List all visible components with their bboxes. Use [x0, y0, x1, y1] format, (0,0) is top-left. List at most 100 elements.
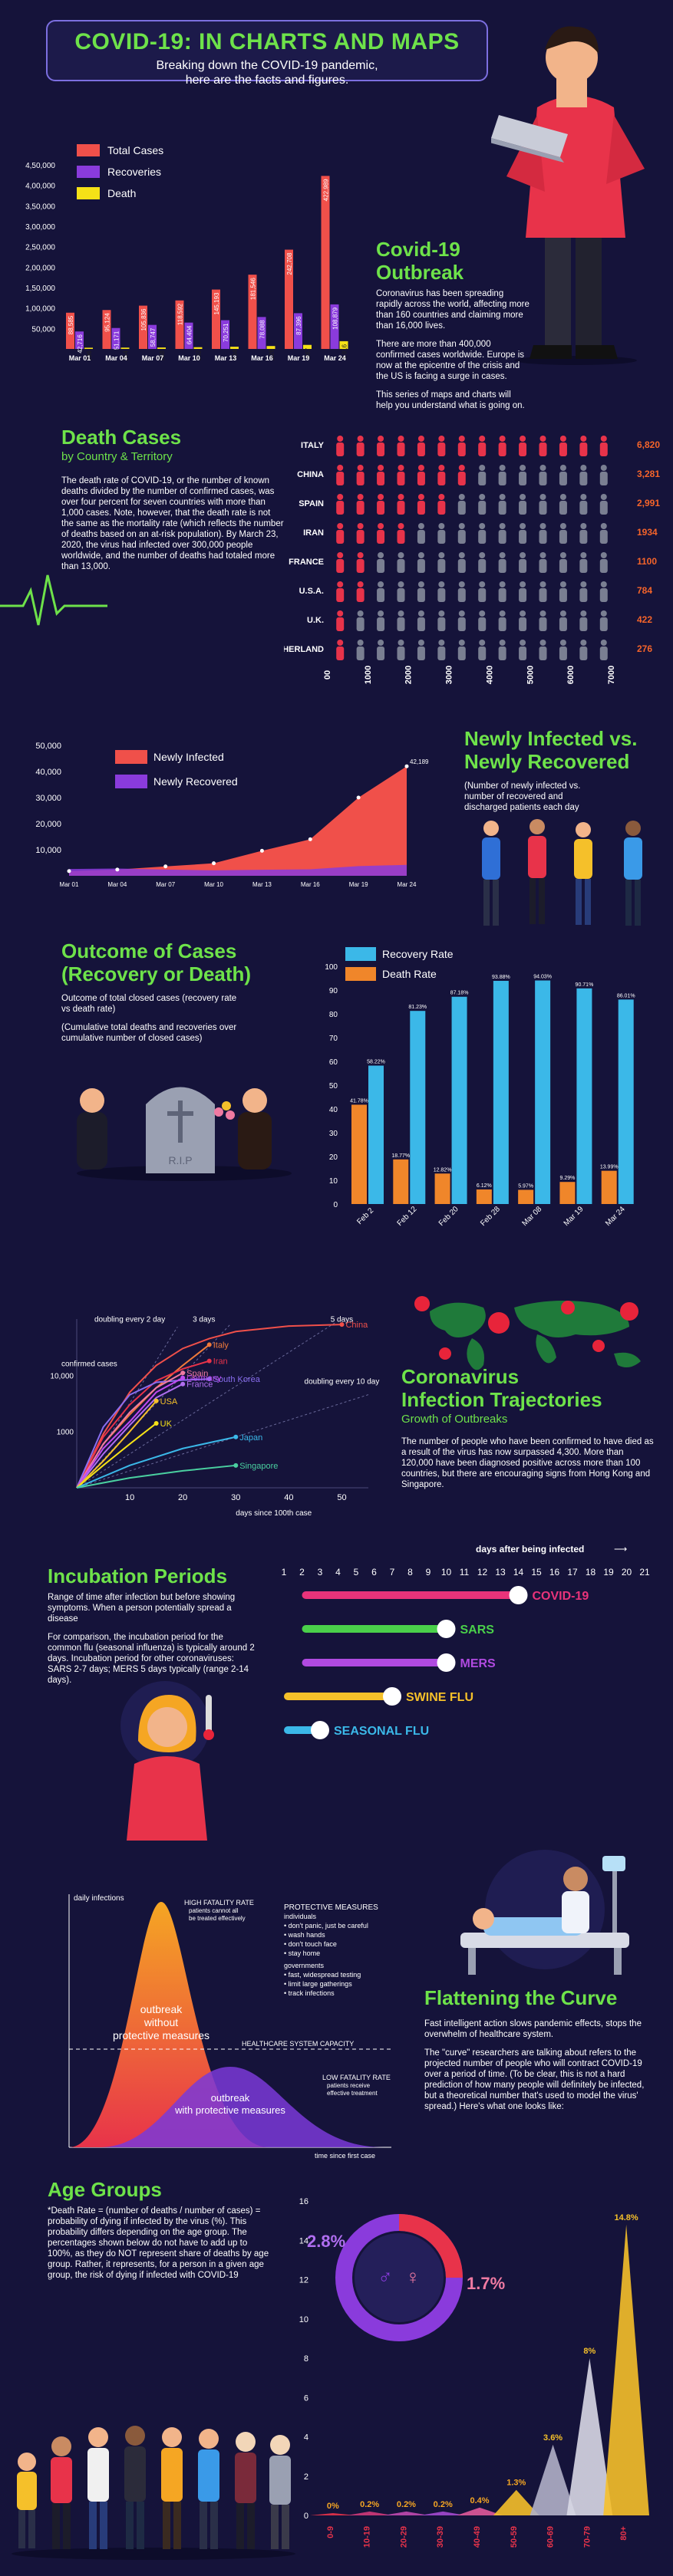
x-tick-label: 17 — [567, 1567, 578, 1578]
walking-people-illustration — [482, 819, 642, 926]
person-icon-body — [457, 617, 466, 631]
bar-value-label: 42,716 — [77, 334, 84, 354]
recovery-rate-label: 86.01% — [617, 993, 635, 998]
person-icon-body — [397, 588, 405, 602]
x-tick-label: Mar 13 — [215, 354, 237, 360]
person-icon-body — [457, 559, 466, 573]
incubation-section: Incubation Periods Range of time after i… — [48, 1564, 270, 1693]
deaths-by-country-chart: ITALY 6,820 CHINA 3,281 SPAIN 2,991 IRAN 1934 FR… — [284, 436, 660, 684]
newly-heading-line1: Newly Infected vs. — [464, 727, 638, 750]
person-icon-body — [377, 617, 385, 631]
recovery-rate-bar — [535, 980, 551, 1204]
person-icon-head — [479, 523, 486, 529]
person-icon-head — [357, 465, 364, 471]
person-icon-body — [478, 530, 487, 544]
trajectories-section: Coronavirus Infection Trajectories Growth… — [401, 1365, 662, 1490]
person-icon-body — [417, 530, 425, 544]
y-tick-label: 0 — [304, 2512, 308, 2521]
death-rate-bar — [601, 1170, 617, 1204]
age-section: Age Groups *Death Rate = (number of deat… — [48, 2178, 278, 2281]
y-tick-label: 1,50,000 — [25, 285, 55, 293]
y-tick-label: 30,000 — [35, 794, 61, 803]
bar-value-label: 242,708 — [286, 252, 293, 275]
person-icon-body — [356, 530, 365, 544]
person-icon-head — [378, 581, 384, 587]
death-rate-label: 41.78% — [350, 1098, 368, 1104]
x-tick-label: 9 — [426, 1567, 431, 1578]
person-icon-head — [539, 640, 546, 646]
x-tick-label: 7000 — [607, 666, 616, 684]
page-title: COVID-19: IN CHARTS AND MAPS — [74, 29, 460, 54]
annotation: patients receive — [327, 2082, 371, 2089]
legend-swatch — [345, 967, 376, 981]
y-tick-label: 100 — [325, 963, 338, 972]
person-icon-body — [519, 617, 527, 631]
legend-swatch — [115, 775, 147, 788]
x-tick-label: Mar 13 — [252, 881, 272, 888]
person-icon-body — [457, 530, 466, 544]
person-icon-body — [356, 588, 365, 602]
death-rate-bar — [518, 1189, 534, 1204]
x-tick-label: 6 — [371, 1567, 377, 1578]
tombstone-text: R.I.P — [168, 1154, 192, 1166]
newly-body: (Number of newly infected vs. number of … — [464, 781, 581, 812]
newly-infected-point — [67, 869, 71, 873]
person-icon-body — [519, 530, 527, 544]
disease-label: SARS — [460, 1624, 495, 1637]
x-tick-label: 2000 — [404, 666, 414, 684]
person-icon-head — [499, 436, 506, 442]
person-icon-body — [397, 559, 405, 573]
person-icon-head — [438, 523, 445, 529]
y-tick-label: 60 — [329, 1058, 338, 1067]
bar-recoveries — [294, 313, 302, 349]
trajectory-label: Spain — [186, 1369, 208, 1378]
person-icon-head — [499, 581, 506, 587]
person-icon-body — [356, 501, 365, 515]
person-icon-head — [337, 640, 344, 646]
person-icon-body — [519, 472, 527, 485]
age-heading: Age Groups — [48, 2178, 162, 2201]
country-label: U.S.A. — [299, 587, 324, 596]
y-tick-label: 8 — [304, 2354, 308, 2364]
trajectory-label: Singapore — [239, 1462, 278, 1471]
age-tick-label: 40-49 — [473, 2526, 482, 2548]
trajectories-heading-line1: Coronavirus — [401, 1365, 520, 1388]
x-tick-label: Mar 10 — [204, 881, 223, 888]
cases-bar-chart: 50,000 1,00,000 1,50,000 2,00,000 2,50,000 3,… — [25, 144, 348, 360]
person-icon-body — [478, 617, 487, 631]
person-icon-body — [498, 530, 506, 544]
person-icon-body — [539, 559, 547, 573]
person-icon-head — [539, 523, 546, 529]
person-icon-body — [498, 646, 506, 660]
person-icon-head — [600, 494, 607, 500]
x-tick-label: 1 — [282, 1567, 287, 1578]
country-label: NETHERLAND — [284, 645, 324, 654]
age-groups-chart: 0 2 4 6 8 10 12 14 16 0% 0-9 0.2% 10-19 0.2% 20-29 0.2%… — [299, 2197, 649, 2548]
person-icon-head — [559, 523, 566, 529]
person-icon-body — [478, 472, 487, 485]
age-tick-label: 10-19 — [363, 2526, 372, 2548]
page-subtitle: Breaking down the COVID-19 pandemic, here… — [48, 58, 487, 87]
y-tick-label: 4 — [304, 2433, 308, 2443]
incubation-bar — [302, 1625, 447, 1633]
person-icon-body — [478, 646, 487, 660]
person-icon-head — [337, 610, 344, 617]
person-icon-body — [457, 588, 466, 602]
x-tick-label: Mar 16 — [251, 354, 273, 360]
bar-value-label: 422,989 — [323, 179, 330, 201]
age-tick-label: 50-59 — [510, 2526, 519, 2548]
person-icon-head — [357, 640, 364, 646]
person-icon-head — [417, 465, 424, 471]
x-tick-label: 10 — [125, 1493, 134, 1502]
person-icon-body — [397, 617, 405, 631]
recovery-rate-bar — [618, 999, 634, 1204]
incubation-chart: days after being infected ⟶1 2 3 4 5 6 7 8 9 10 11 1… — [282, 1544, 650, 1739]
person-icon-body — [559, 617, 567, 631]
person-icon-body — [478, 559, 487, 573]
y-tick-label: 2,50,000 — [25, 244, 55, 252]
y-tick-label: 50 — [329, 1082, 338, 1091]
x-tick-label: 20 — [178, 1493, 187, 1502]
age-group-people-illustration — [12, 2426, 295, 2560]
x-tick-label: Feb 20 — [437, 1205, 460, 1228]
person-icon-head — [378, 610, 384, 617]
